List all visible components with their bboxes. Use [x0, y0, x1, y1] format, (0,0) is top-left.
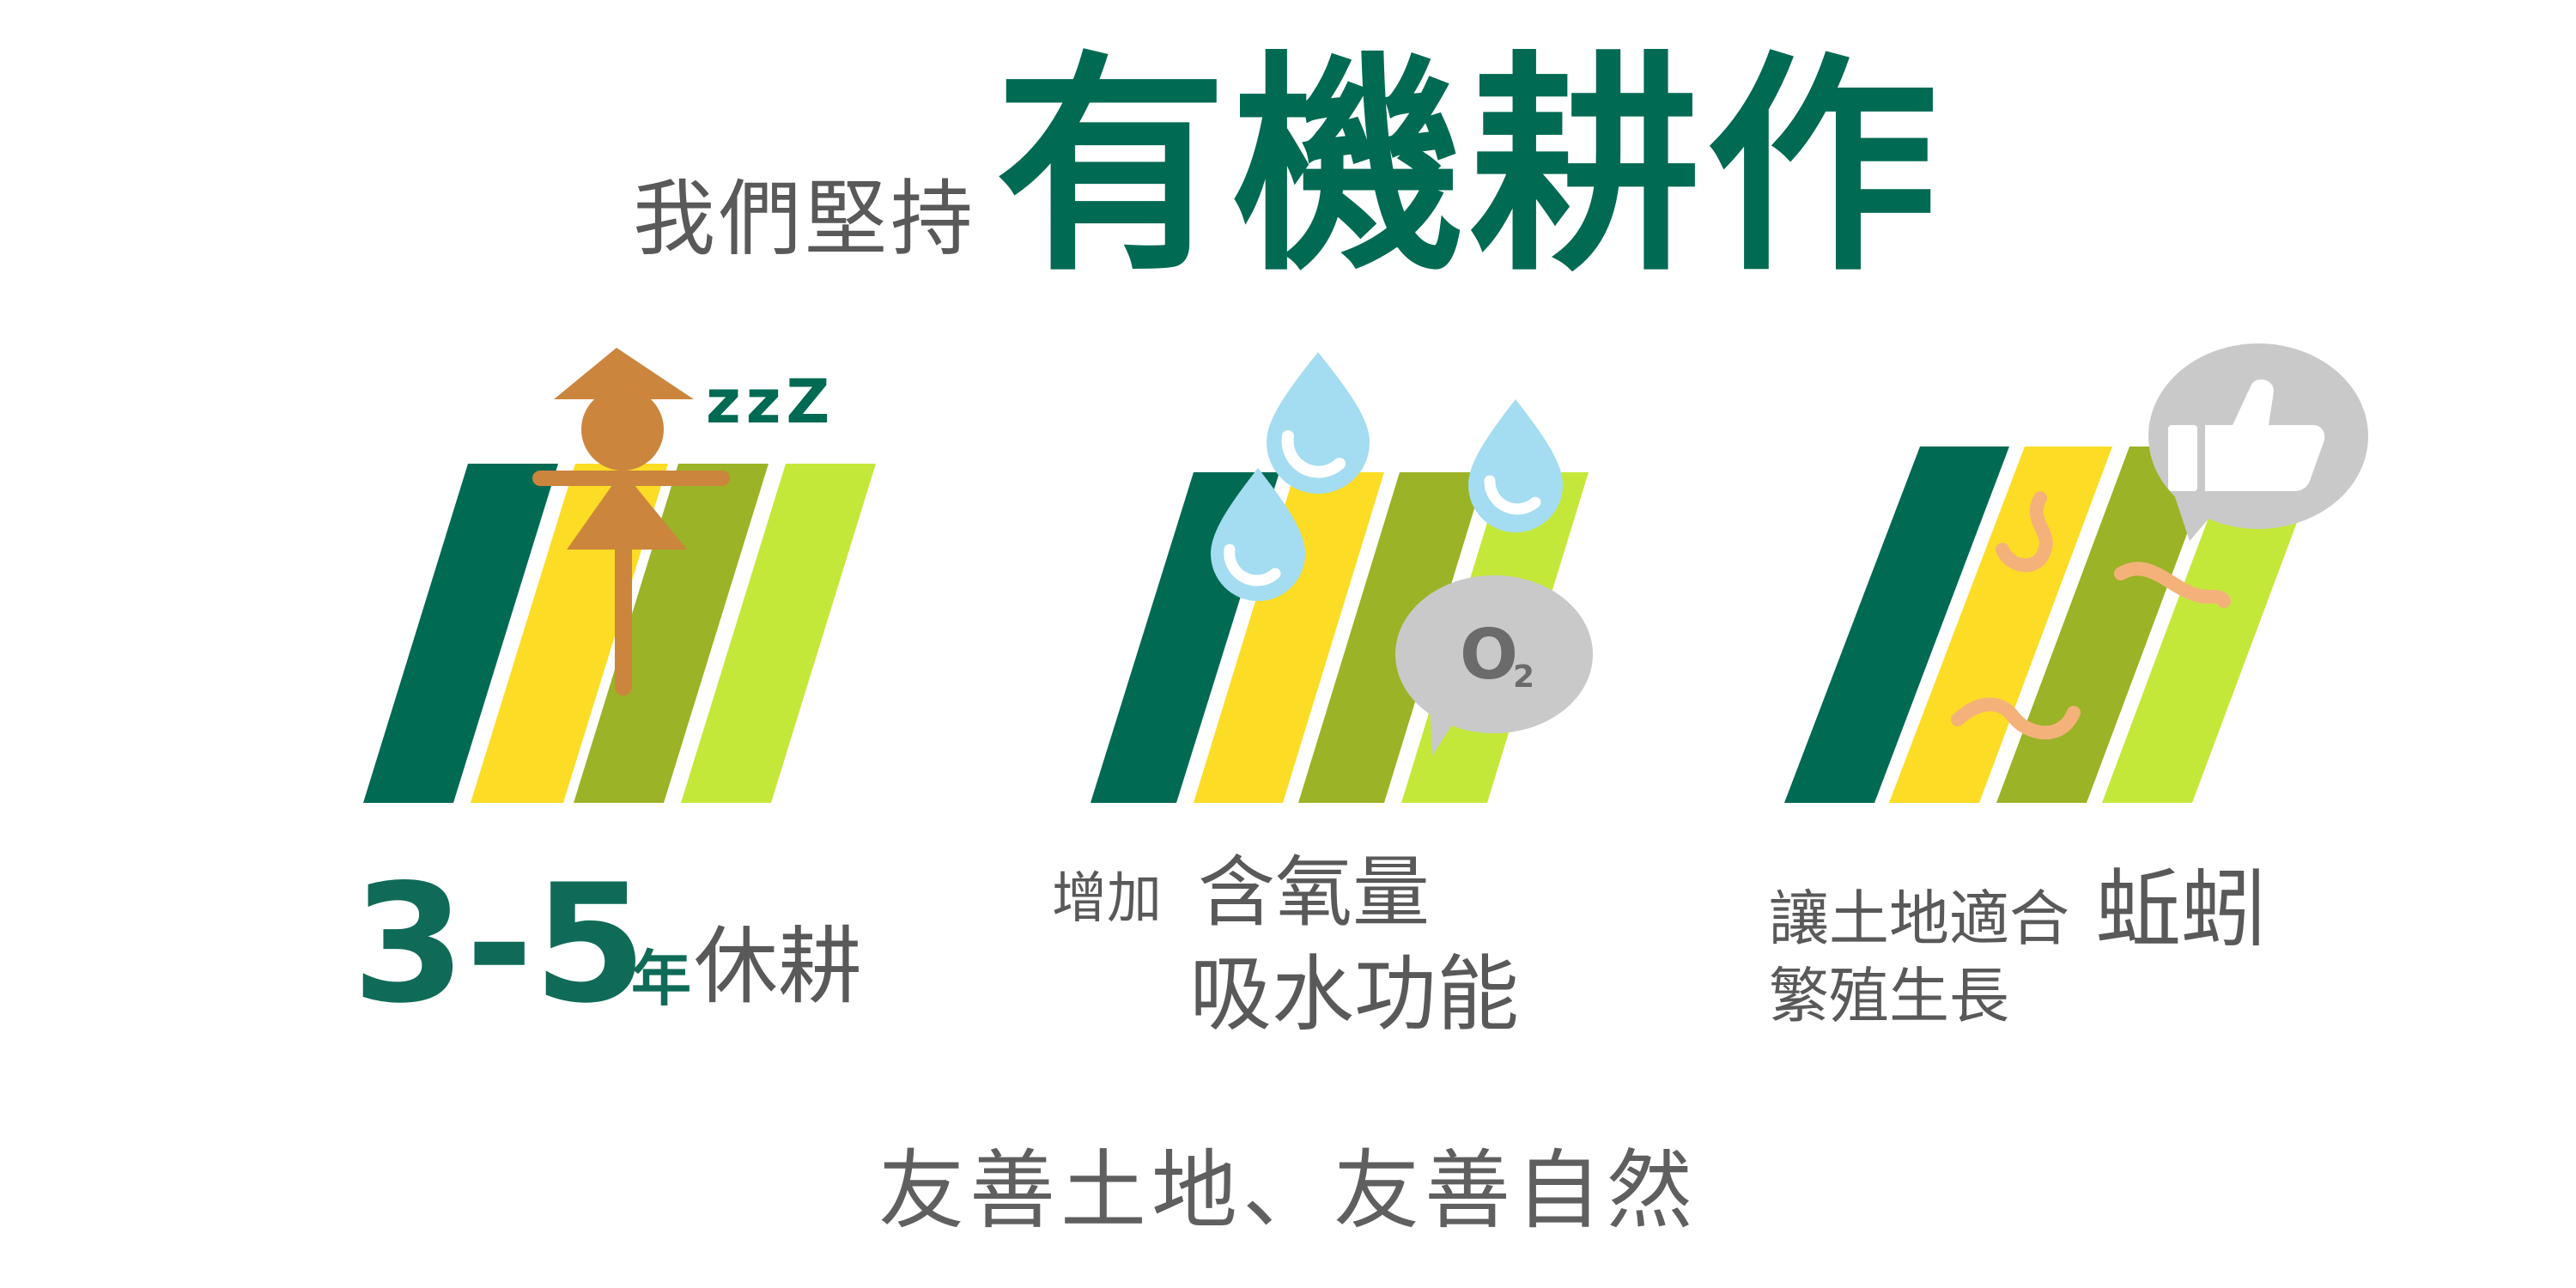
earthworm-icon: [1951, 491, 2231, 740]
scarecrow-icon: [532, 348, 730, 696]
fallow-unit: 年: [631, 944, 691, 1014]
caption-oxygen: 增加 含氧量 吸水功能: [1052, 850, 1567, 1048]
sleep-zzz-icon: zzZ: [706, 367, 835, 437]
oxygen-big-text: 含氧量: [1198, 848, 1430, 938]
oxygen-small-text: 增加: [1052, 867, 1162, 931]
earthworm-big-text: 蚯蚓: [2095, 860, 2267, 960]
thumbs-up-icon: [2148, 343, 2368, 541]
fallow-years: 3-5: [352, 849, 647, 1039]
title-prefix: 我們堅持: [633, 171, 976, 267]
water-absorb-text: 吸水功能: [1189, 946, 1519, 1042]
oxygen-subscript: 2: [1513, 659, 1534, 695]
page-title: 我們堅持 有機耕作: [0, 52, 2576, 301]
title-main: 有機耕作: [995, 32, 1943, 302]
oxygen-bubble-icon: O 2: [1395, 575, 1593, 756]
fallow-label: 休耕: [694, 918, 863, 1016]
field-stripes-1: [363, 464, 876, 803]
breeding-text: 繁殖生長: [1769, 961, 2009, 1031]
caption-earthworm: 讓土地適合 蚯蚓 繁殖生長: [1769, 863, 2370, 1052]
oxygen-symbol: O: [1460, 615, 1518, 695]
footer-slogan: 友善土地、友善自然: [878, 1140, 1698, 1241]
water-drop-icon: [1211, 352, 1563, 601]
field-stripes-3: [1784, 447, 2325, 803]
earthworm-small-text: 讓土地適合: [1769, 884, 2069, 954]
